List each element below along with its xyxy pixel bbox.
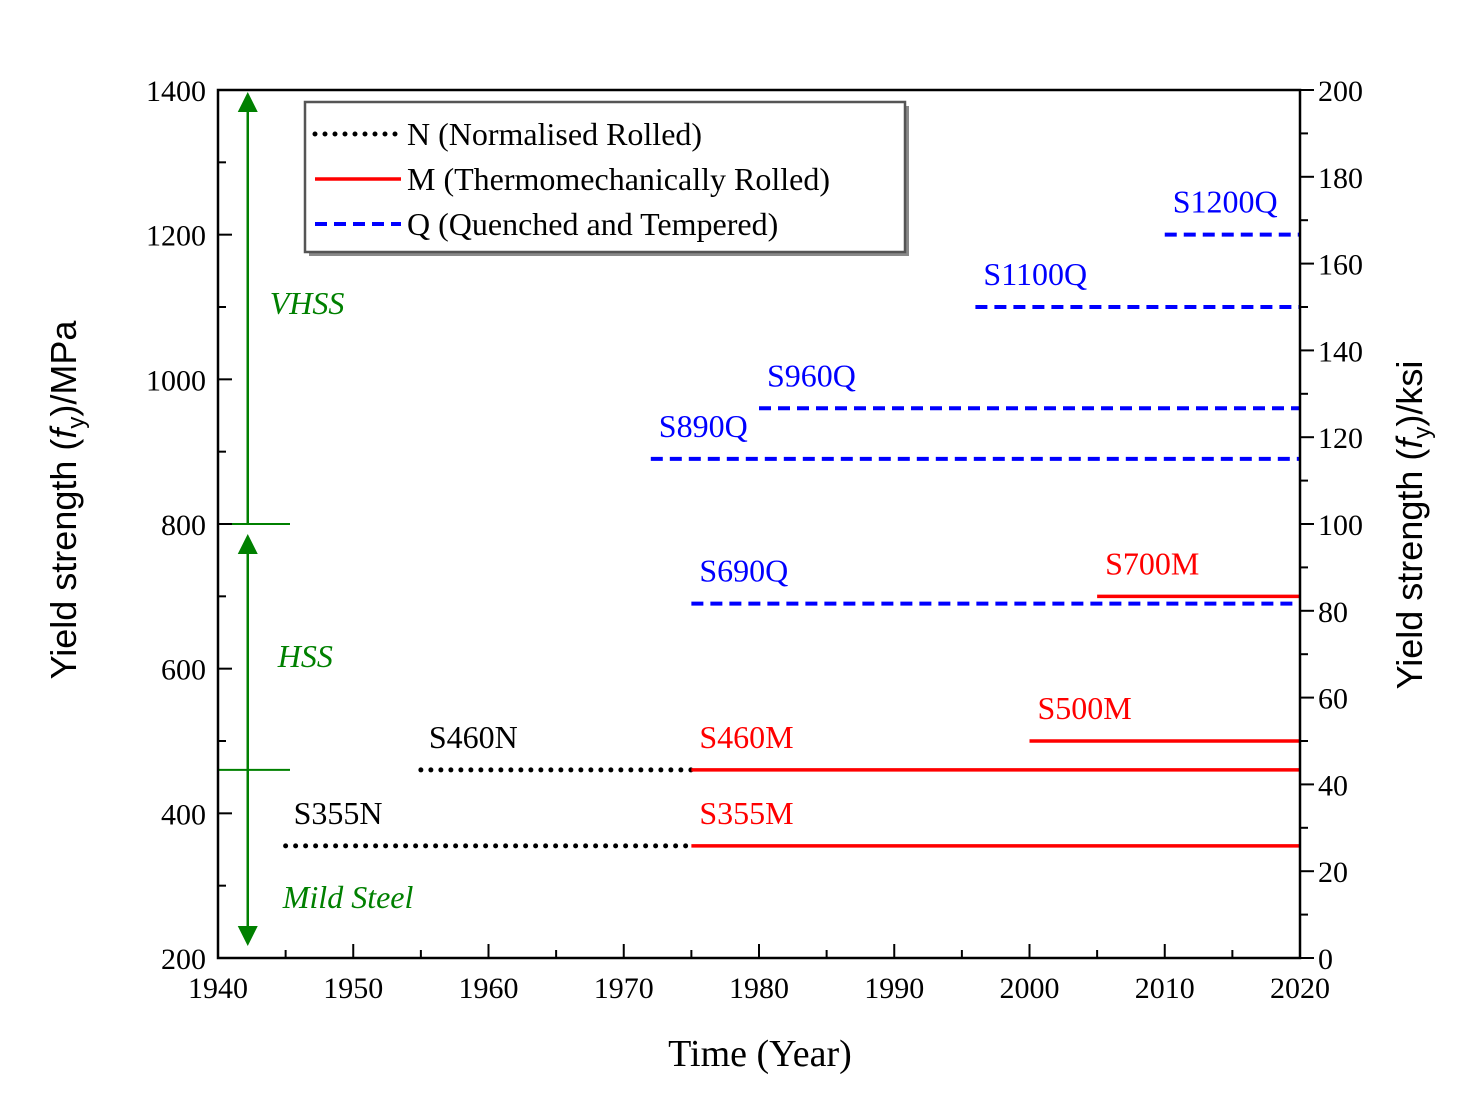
y-axis-title-suffix: )/MPa (43, 320, 84, 417)
x-tick-label: 1950 (323, 972, 383, 1005)
y-axis-right-title-prefix: Yield strength ( (1389, 449, 1430, 690)
y-right-tick-label: 100 (1318, 509, 1363, 542)
y-tick-label: 200 (161, 943, 206, 976)
x-tick-label: 2020 (1270, 972, 1330, 1005)
series-lines (283, 232, 1300, 849)
region-label-mild-steel: Mild Steel (282, 879, 414, 915)
legend-box (303, 100, 907, 254)
series-label-s700m: S700M (1105, 545, 1199, 581)
y-tick-label: 1000 (146, 364, 206, 397)
region-arrowhead-up-vhss (237, 92, 258, 112)
series-label-s460n: S460N (429, 719, 518, 755)
y-tick-label: 800 (161, 509, 206, 542)
series-label-s890q: S890Q (659, 408, 748, 444)
y-right-tick-label: 60 (1318, 683, 1348, 716)
y-right-tick-label: 160 (1318, 249, 1363, 282)
y-tick-label: 600 (161, 654, 206, 687)
y-right-tick-label: 120 (1318, 422, 1363, 455)
y-right-tick-label: 140 (1318, 335, 1363, 368)
x-tick-label: 1960 (459, 972, 519, 1005)
series-labels: S355N S460N S355M S460M S500M S700M S690Q S890Q… (294, 184, 1278, 831)
legend: N (Normalised Rolled) M (Thermomechanical… (303, 100, 909, 256)
y-tick-label: 1200 (146, 220, 206, 253)
series-label-s355m: S355M (699, 795, 793, 831)
region-arrows: Mild Steel HSS VHSS (237, 92, 414, 946)
y-right-tick-label: 80 (1318, 596, 1348, 629)
region-arrowhead-up-hss (237, 534, 258, 554)
x-tick-label: 1970 (594, 972, 654, 1005)
x-tick-label: 1940 (188, 972, 248, 1005)
y-axis-title-prefix: Yield strength ( (43, 439, 84, 680)
series-label-s500m: S500M (1038, 690, 1132, 726)
x-tick-label: 1990 (864, 972, 924, 1005)
y-right-tick-label: 180 (1318, 162, 1363, 195)
y-axis-title: Yield strength (fy)/MPa (43, 320, 90, 680)
y-right-tick-label: 40 (1318, 769, 1348, 802)
y-axis-title-subscript: y (63, 417, 90, 429)
y-right-tick-label: 0 (1318, 943, 1333, 976)
legend-label-m: M (Thermomechanically Rolled) (407, 161, 830, 197)
series-label-s460m: S460M (699, 719, 793, 755)
series-label-s1100q: S1100Q (983, 256, 1087, 292)
y-right-tick-label: 200 (1318, 75, 1363, 108)
region-arrowhead-down (237, 926, 258, 946)
x-tick-label: 2010 (1135, 972, 1195, 1005)
series-label-s355n: S355N (294, 795, 383, 831)
y-axis-right-title-suffix: )/ksi (1389, 361, 1430, 427)
series-label-s960q: S960Q (767, 357, 856, 393)
region-label-hss: HSS (277, 638, 333, 674)
y-axis-right-title: Yield strength (fy)/ksi (1389, 361, 1436, 690)
axes: 1940 1950 1960 1970 1980 1990 2000 2010 20202004… (146, 75, 1363, 1005)
x-tick-label: 1980 (729, 972, 789, 1005)
y-right-tick-label: 20 (1318, 856, 1348, 889)
y-tick-label: 400 (161, 798, 206, 831)
region-label-vhss: VHSS (270, 285, 345, 321)
x-axis-title: Time (Year) (668, 1033, 852, 1075)
legend-label-n: N (Normalised Rolled) (407, 116, 702, 152)
x-tick-label: 2000 (1000, 972, 1060, 1005)
y-tick-label: 1400 (146, 75, 206, 108)
series-label-s1200q: S1200Q (1173, 184, 1278, 220)
series-label-s690q: S690Q (699, 553, 788, 589)
y-axis-right-title-subscript: y (1409, 427, 1436, 439)
legend-label-q: Q (Quenched and Tempered) (407, 206, 778, 242)
